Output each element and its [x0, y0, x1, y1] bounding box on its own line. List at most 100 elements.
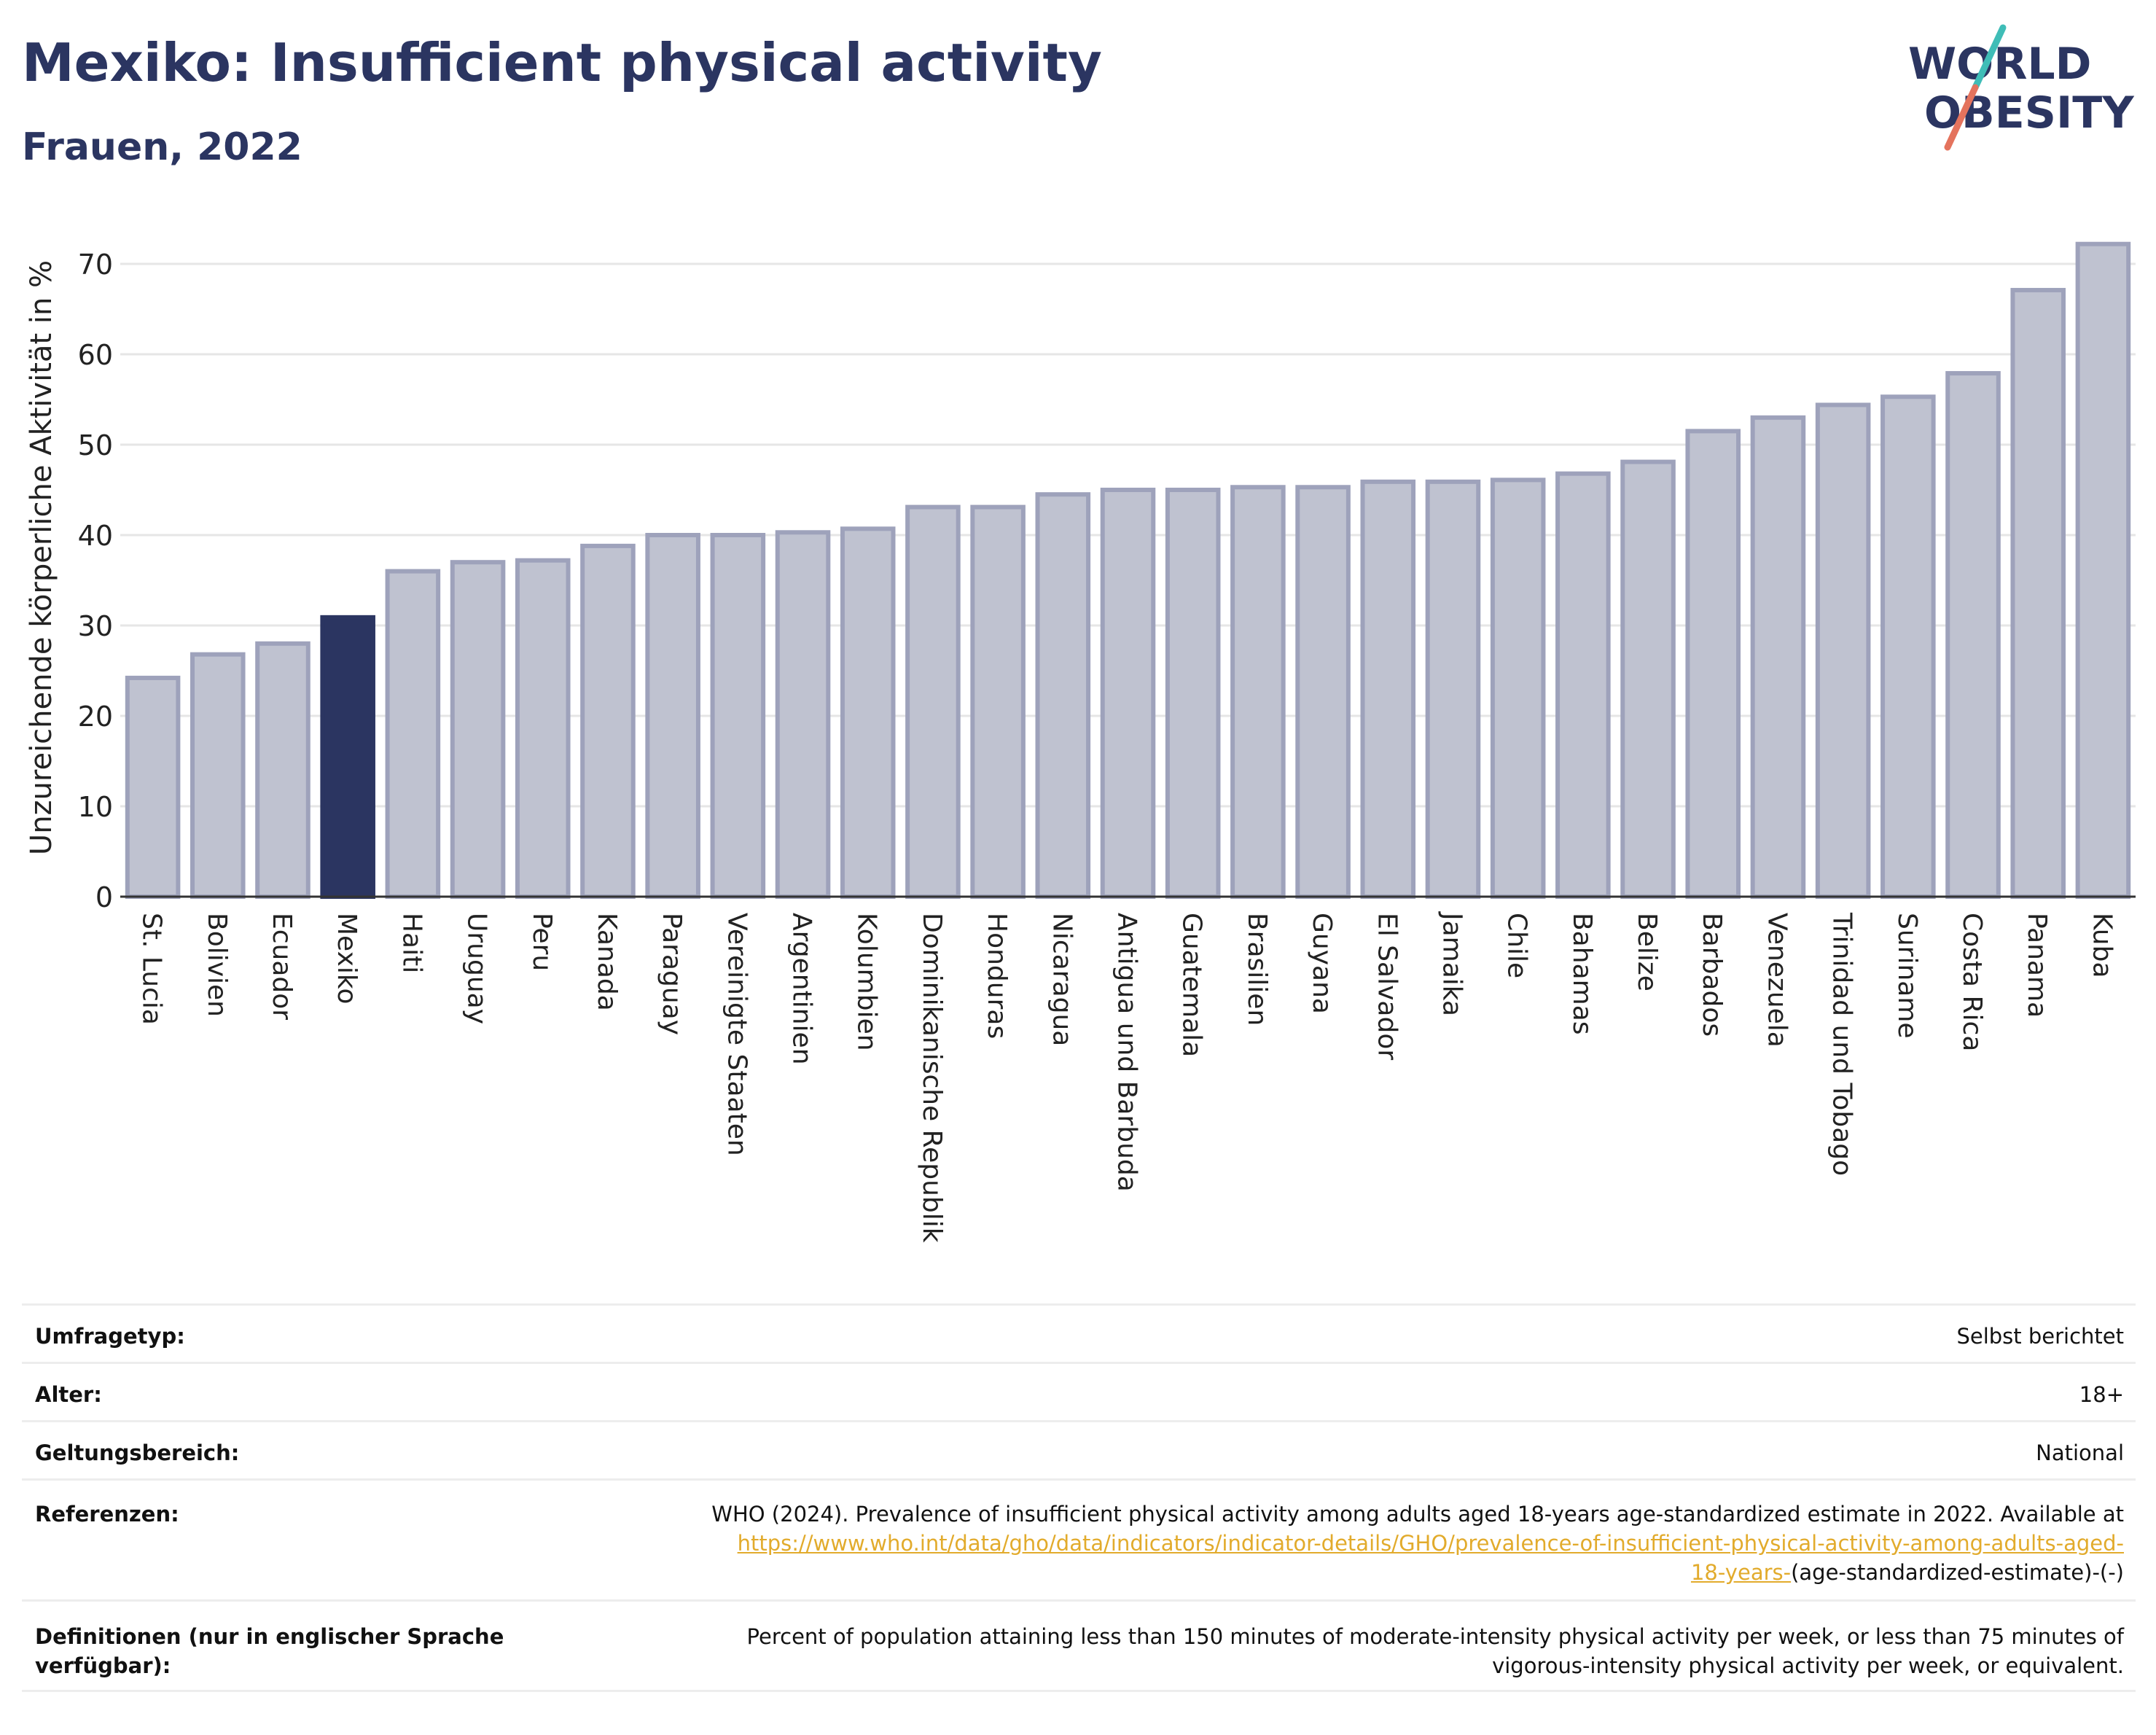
- y-tick-label: 10: [78, 791, 113, 823]
- x-tick-label: Belize: [1632, 913, 1662, 991]
- bar-barbados[interactable]: [1685, 429, 1741, 899]
- bar-kuba[interactable]: [2075, 241, 2131, 900]
- bar-trinidad-und-tobago[interactable]: [1815, 402, 1871, 899]
- x-tick-label: St. Lucia: [137, 913, 167, 1025]
- info-row-survey-type: Umfragetyp: Selbst berichtet: [22, 1303, 2136, 1363]
- bar-dominikanische-republik[interactable]: [905, 504, 961, 899]
- info-label: Referenzen:: [22, 1478, 532, 1601]
- x-tick-label: Peru: [527, 913, 557, 971]
- info-label: Definitionen (nur in englischer Sprache …: [22, 1599, 532, 1692]
- bar-vereinigte-staaten[interactable]: [710, 533, 766, 899]
- x-axis-labels: St. Lucia Bolivien Ecuador Mexiko Haiti Urugu…: [137, 911, 2117, 1243]
- y-tick-label: 20: [78, 701, 113, 733]
- x-tick-label: Mexiko: [332, 913, 362, 1004]
- info-label: Geltungsbereich:: [22, 1420, 532, 1480]
- bar-el-salvador[interactable]: [1360, 479, 1416, 899]
- info-value: National: [532, 1420, 2136, 1480]
- bar-guatemala[interactable]: [1165, 488, 1221, 899]
- bar-jamaika[interactable]: [1425, 479, 1481, 899]
- info-row-definitions: Definitionen (nur in englischer Sprache …: [22, 1599, 2136, 1692]
- logo-line-1: WORLD: [1908, 39, 2091, 90]
- x-tick-label: Kuba: [2087, 913, 2117, 978]
- info-table: Umfragetyp: Selbst berichtet Alter: 18+ …: [22, 1303, 2136, 1692]
- x-tick-label: Trinidad und Tobago: [1827, 912, 1857, 1176]
- references-text: WHO (2024). Prevalence of insufficient p…: [711, 1502, 2124, 1527]
- references-value: WHO (2024). Prevalence of insufficient p…: [532, 1478, 2136, 1601]
- bar-kolumbien[interactable]: [840, 526, 896, 899]
- x-tick-label: Jamaika: [1437, 911, 1466, 1016]
- bar-st-lucia[interactable]: [125, 675, 181, 899]
- bar-guyana[interactable]: [1295, 485, 1351, 899]
- x-tick-label: Vereinigte Staaten: [722, 913, 751, 1156]
- y-tick-label: 50: [78, 429, 113, 461]
- chart-title: Mexiko: Insufficient physical activity: [22, 32, 1102, 93]
- chart-bars: [125, 241, 2131, 900]
- logo-slash-teal-icon: [1972, 24, 2007, 91]
- references-suffix: (age-standardized-estimate)-(-): [1791, 1560, 2124, 1585]
- y-tick-label: 30: [78, 610, 113, 642]
- bar-kanada[interactable]: [580, 543, 636, 899]
- definitions-label-line-2: verfügbar):: [35, 1653, 171, 1678]
- bar-paraguay[interactable]: [645, 533, 700, 899]
- x-tick-label: Panama: [2022, 913, 2052, 1018]
- bar-ecuador[interactable]: [255, 641, 310, 899]
- definitions-text-line-2: vigorous-intensity physical activity per…: [1492, 1653, 2124, 1678]
- x-tick-label: Antigua und Barbuda: [1112, 913, 1142, 1192]
- bar-chile[interactable]: [1490, 477, 1546, 899]
- bar-haiti[interactable]: [385, 569, 441, 899]
- logo-line-2: OBESITY: [1924, 87, 2135, 139]
- bar-mexiko[interactable]: [320, 615, 375, 900]
- bar-nicaragua[interactable]: [1035, 492, 1091, 899]
- x-tick-label: Bahamas: [1567, 913, 1597, 1035]
- info-label: Alter:: [22, 1362, 532, 1422]
- bar-panama[interactable]: [2010, 287, 2066, 899]
- bar-uruguay[interactable]: [450, 560, 506, 899]
- y-tick-label: 0: [95, 881, 113, 913]
- x-tick-label: Uruguay: [462, 913, 492, 1024]
- bar-brasilien[interactable]: [1230, 485, 1286, 899]
- definitions-value: Percent of population attaining less tha…: [532, 1599, 2136, 1692]
- x-tick-label: Paraguay: [657, 913, 687, 1035]
- bar-bahamas[interactable]: [1555, 471, 1611, 899]
- bar-chart: 0 10 20 30 40 50 60 70 St. Lucia Bolivien Ecuador…: [25, 241, 2136, 1243]
- x-tick-label: Brasilien: [1242, 913, 1272, 1026]
- x-tick-label: Kanada: [592, 913, 622, 1011]
- y-tick-label: 40: [78, 520, 113, 552]
- bar-venezuela[interactable]: [1750, 415, 1806, 899]
- references-link-continued[interactable]: 18-years-: [1690, 1560, 1792, 1585]
- x-tick-label: Dominikanische Republik: [917, 913, 947, 1243]
- x-tick-label: Chile: [1502, 913, 1532, 978]
- definitions-text-line-1: Percent of population attaining less tha…: [746, 1624, 2124, 1649]
- x-tick-label: Barbados: [1697, 913, 1727, 1037]
- logo-slash-coral-icon: [1944, 84, 1979, 151]
- x-tick-label: Haiti: [397, 913, 426, 973]
- x-tick-label: Suriname: [1892, 913, 1922, 1039]
- x-tick-label: Guatemala: [1177, 913, 1207, 1057]
- y-axis-label: Unzureichende körperliche Aktivität in %: [25, 260, 58, 855]
- x-tick-label: Nicaragua: [1047, 913, 1077, 1046]
- chart-subtitle: Frauen, 2022: [22, 125, 302, 169]
- bar-honduras[interactable]: [970, 504, 1026, 899]
- bar-suriname[interactable]: [1880, 394, 1936, 899]
- x-tick-label: Ecuador: [267, 913, 297, 1020]
- x-tick-label: Costa Rica: [1957, 913, 1987, 1051]
- bar-costa-rica[interactable]: [1945, 371, 2001, 899]
- references-link[interactable]: https://www.who.int/data/gho/data/indica…: [737, 1531, 2124, 1556]
- x-tick-label: El Salvador: [1372, 913, 1402, 1060]
- bar-argentinien[interactable]: [775, 530, 831, 900]
- bar-bolivien[interactable]: [190, 652, 246, 899]
- x-tick-label: Kolumbien: [852, 913, 882, 1051]
- bar-antigua-und-barbuda[interactable]: [1100, 488, 1156, 899]
- x-tick-label: Honduras: [982, 913, 1012, 1039]
- info-label: Umfragetyp:: [22, 1303, 532, 1363]
- bar-belize[interactable]: [1620, 459, 1676, 899]
- x-tick-label: Venezuela: [1762, 913, 1792, 1048]
- y-axis-ticks: 0 10 20 30 40 50 60 70: [78, 249, 113, 913]
- bar-peru[interactable]: [515, 558, 571, 899]
- y-tick-label: 60: [78, 339, 113, 371]
- x-tick-label: Argentinien: [787, 913, 817, 1065]
- x-tick-label: Bolivien: [202, 913, 232, 1017]
- y-tick-label: 70: [78, 249, 113, 281]
- info-value: Selbst berichtet: [532, 1303, 2136, 1363]
- definitions-label-line-1: Definitionen (nur in englischer Sprache: [35, 1624, 504, 1649]
